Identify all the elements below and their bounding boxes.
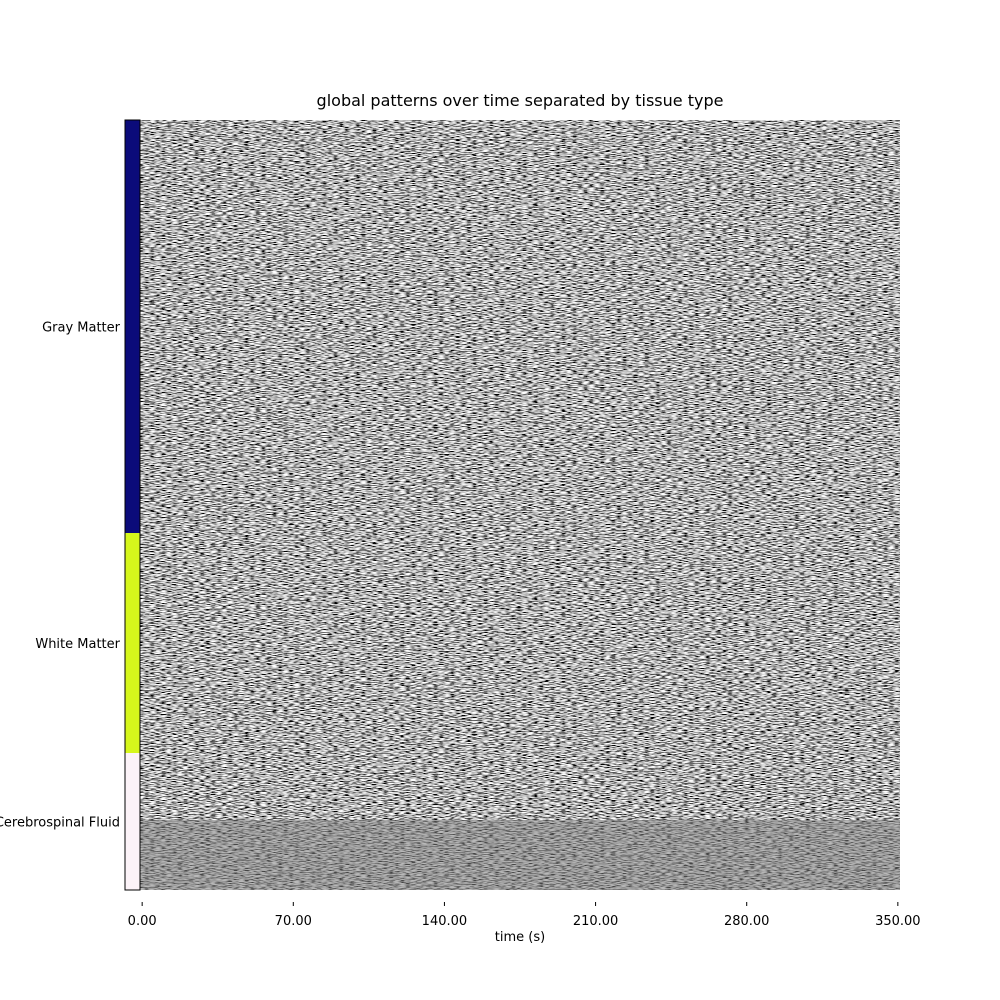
carpet-texture [140,120,900,890]
tissue-label: White Matter [35,637,120,652]
x-tick-label: 70.00 [275,914,312,929]
tissue-label: Cerebrospinal Fluid [0,816,120,831]
carpet-area [140,120,900,890]
chart-title: global patterns over time separated by t… [317,91,724,110]
x-tick-label: 210.00 [573,914,619,929]
x-tick-label: 140.00 [422,914,468,929]
tissue-segment [125,533,140,753]
x-tick-label: 350.00 [875,914,921,929]
segment-frame [124,119,141,891]
x-tick-label: 0.00 [128,914,157,929]
tissue-label: Gray Matter [42,321,121,336]
tissue-segment [125,753,140,890]
x-axis-label: time (s) [495,930,545,945]
tissue-segment [125,120,140,533]
x-tick-label: 280.00 [724,914,770,929]
carpet-flat-rows [140,820,900,890]
